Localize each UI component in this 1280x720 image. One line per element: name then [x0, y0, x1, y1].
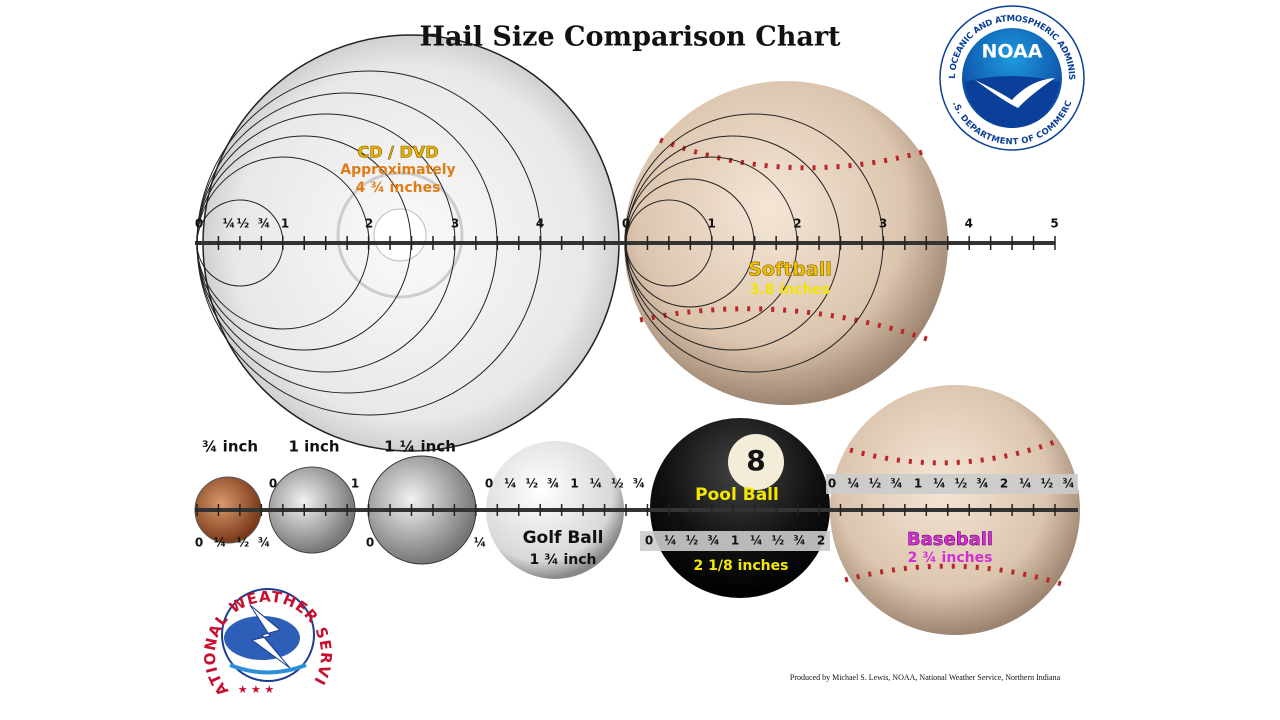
scale-label: ½ [772, 534, 784, 548]
scale-label: ¼ [474, 536, 486, 550]
object-label: 1 ¾ inch [529, 552, 596, 568]
scale-label: 0 [645, 534, 653, 548]
nws-logo: ★ ★ ★ [221, 588, 315, 696]
scale-label: 2 [1000, 477, 1008, 491]
ruler-ticks [196, 236, 1056, 250]
scale-label: 4 [536, 217, 544, 231]
object-label: 3.8 inches [750, 282, 831, 298]
scale-label: ½ [237, 217, 249, 231]
scale-label: 0 [828, 477, 836, 491]
scale-label: 0 [622, 217, 630, 231]
pool-ball-spot [728, 434, 784, 490]
scale-label: ½ [955, 477, 967, 491]
object-label: 1 ¼ inch [384, 438, 456, 456]
scale-label: ¾ [976, 477, 988, 491]
scale-label: 0 [195, 217, 203, 231]
scale-label: ¼ [223, 217, 235, 231]
scale-label: ¼ [664, 534, 676, 548]
cd-hub [336, 171, 464, 299]
scale-label: 0 [485, 477, 493, 491]
scale-label: 1 [570, 477, 578, 491]
object-label: Baseball [907, 529, 993, 550]
object-label: 2 ¾ inches [908, 550, 993, 566]
scale-label: 0 [195, 536, 203, 550]
scale-label: 1 [351, 477, 359, 491]
baseball-scale-strip [826, 474, 1078, 494]
credit: Produced by Michael S. Lewis, NOAA, Nati… [790, 673, 1061, 682]
scale-label: ¼ [847, 477, 859, 491]
scale-label: ½ [611, 477, 623, 491]
scale-label: ¾ [890, 477, 902, 491]
scale-label: ¼ [1019, 477, 1031, 491]
scale-label: ¼ [504, 477, 516, 491]
object-label: Pool Ball [695, 485, 779, 505]
scale-label: 1 [914, 477, 922, 491]
scale-label: ½ [1041, 477, 1053, 491]
scale-label: ¼ [214, 536, 226, 550]
small-ruler-ticks [196, 504, 1056, 516]
scale-label: 5 [1050, 217, 1058, 231]
scale-label: ½ [869, 477, 881, 491]
scale-label: 1 [731, 534, 739, 548]
cd-hole [373, 208, 427, 262]
object-label: 1 inch [288, 438, 339, 456]
scale-label: ½ [686, 534, 698, 548]
object-label: CD / DVD [358, 143, 439, 162]
scale-label: ¼ [933, 477, 945, 491]
scale-label: 4 [965, 217, 973, 231]
scale-label: ¾ [633, 477, 645, 491]
title: Hail Size Comparison Chart [419, 22, 841, 53]
scale-label: ¾ [258, 536, 270, 550]
baseball-stitches [844, 437, 1066, 588]
scale-label: 0 [269, 477, 277, 491]
object-label: Approximately [340, 162, 455, 178]
svg-text:★ ★ ★: ★ ★ ★ [238, 683, 275, 696]
object-label: Softball [748, 259, 832, 281]
noaa-logo [939, 5, 1085, 151]
scale-label: ¼ [590, 477, 602, 491]
scale-label: 2 [793, 217, 801, 231]
scale-label: ¾ [707, 534, 719, 548]
pool-scale-strip [640, 531, 830, 551]
noaa-label: NOAA [982, 41, 1043, 63]
scale-label: ½ [237, 536, 249, 550]
object-label: ¾ inch [202, 438, 258, 456]
object-label: Golf Ball [523, 528, 604, 548]
scale-label: ¾ [1062, 477, 1074, 491]
scale-label: ¼ [750, 534, 762, 548]
scale-label: ½ [526, 477, 538, 491]
scale-label: 1 [708, 217, 716, 231]
scale-label: 3 [451, 217, 459, 231]
scale-label: ¾ [547, 477, 559, 491]
scale-label: ¾ [793, 534, 805, 548]
scale-label: ¾ [258, 217, 270, 231]
object-label: 4 ¾ inches [356, 180, 441, 196]
scale-label: 3 [879, 217, 887, 231]
object-label: 2 1/8 inches [694, 558, 789, 574]
scale-label: 1 [281, 217, 289, 231]
scale-label: 0 [366, 536, 374, 550]
scale-label: 2 [817, 534, 825, 548]
scale-label: 2 [365, 217, 373, 231]
object-label: 8 [746, 444, 765, 477]
